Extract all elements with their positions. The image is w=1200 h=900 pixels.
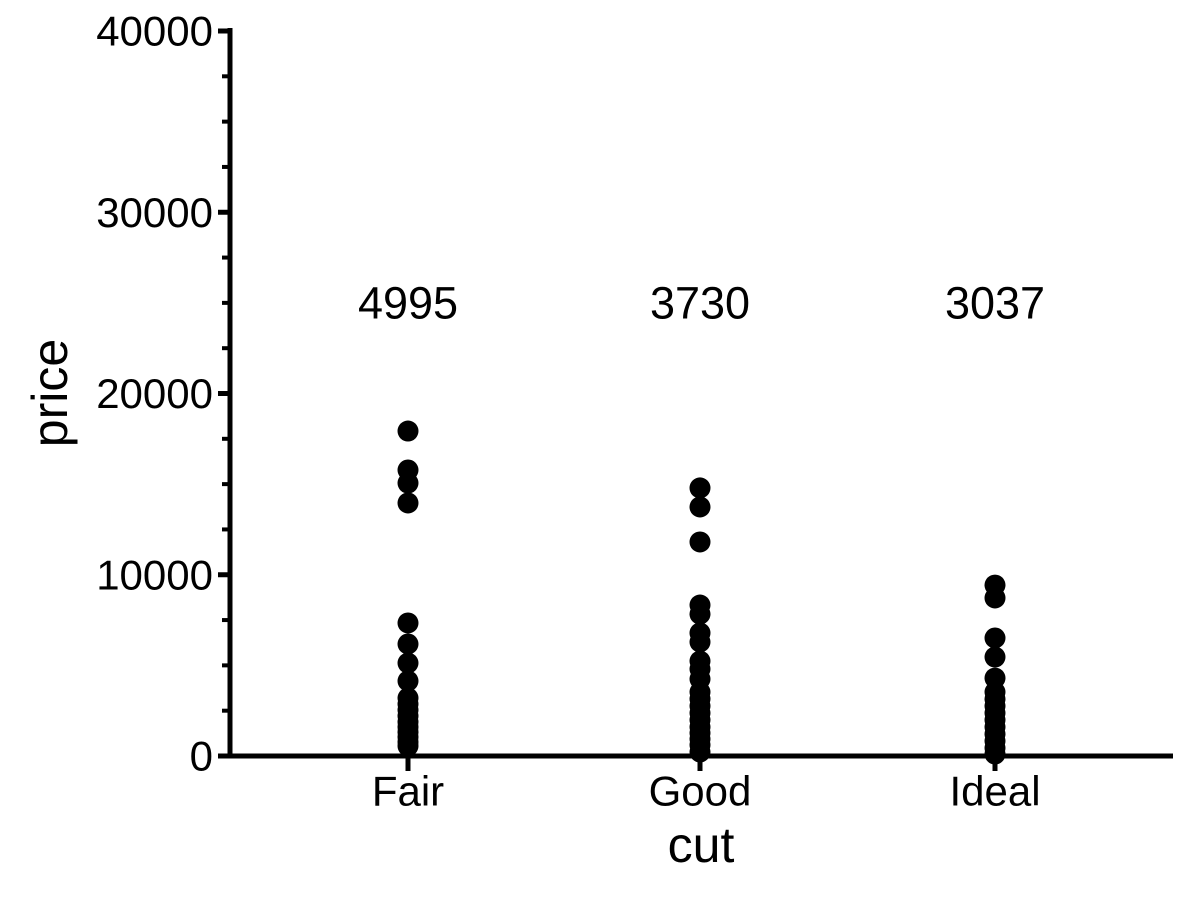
y-axis-major-ticks [218,28,228,759]
data-point-ideal [984,627,1006,649]
data-point-good [689,477,711,499]
data-point-fair [397,735,419,757]
data-point-fair [397,652,419,674]
y-tick-label: 0 [190,733,213,780]
data-point-ideal [984,587,1006,609]
data-point-fair [397,492,419,514]
x-axis-title: cut [668,817,735,873]
x-tick-label-fair: Fair [372,768,444,815]
x-tick-label-good: Good [649,768,752,815]
y-axis-title: price [22,339,78,447]
data-point-good [689,603,711,625]
data-point-fair [397,670,419,692]
y-tick-label: 30000 [96,189,213,236]
data-point-good [689,496,711,518]
data-point-ideal [984,743,1006,765]
annotation-fair: 4995 [358,277,458,328]
data-point-fair [397,633,419,655]
y-tick-label: 40000 [96,8,213,55]
data-point-fair [397,472,419,494]
x-axis-tick-labels: Fair Good Ideal [372,768,1041,815]
annotation-ideal: 3037 [945,277,1045,328]
group-mean-annotations: 4995 3730 3037 [358,277,1045,328]
data-point-fair [397,612,419,634]
data-point-good [689,531,711,553]
data-points [397,420,1006,765]
data-point-fair [397,420,419,442]
y-tick-label: 10000 [96,551,213,598]
y-axis-tick-labels: 0 10000 20000 30000 40000 [96,8,213,780]
data-point-good [689,741,711,763]
data-point-ideal [984,646,1006,668]
y-tick-label: 20000 [96,370,213,417]
annotation-good: 3730 [650,277,750,328]
y-axis-minor-ticks [222,74,228,713]
data-point-good [689,631,711,653]
x-tick-label-ideal: Ideal [949,768,1040,815]
